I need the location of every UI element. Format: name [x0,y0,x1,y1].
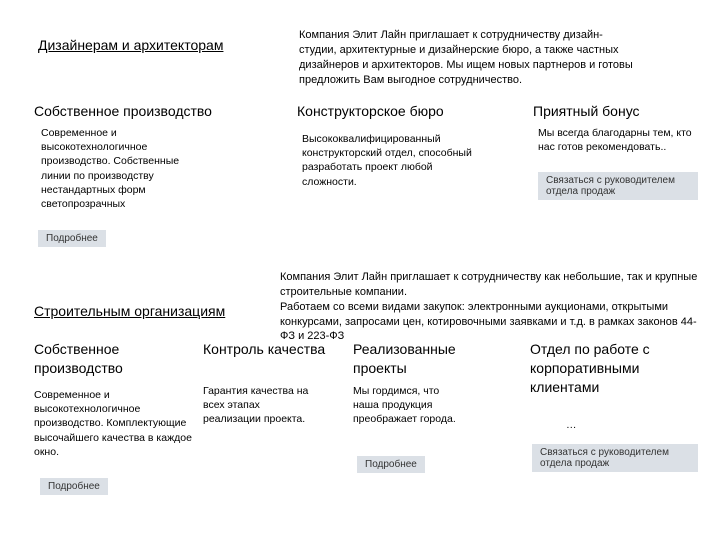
section1-title: Дизайнерам и архитекторам [38,36,278,55]
s2-col3-more-button[interactable]: Подробнее [357,456,425,473]
s1-col1-body: Современное и высокотехнологичное произв… [41,126,191,211]
s1-col3-title: Приятный бонус [533,102,693,121]
s1-col2-title: Конструкторское бюро [297,102,517,121]
s1-col3-contact-button[interactable]: Связаться с руководителем отдела продаж [538,172,698,200]
s1-col2-body: Высококвалифицированный конструкторский … [302,132,472,189]
s2-col1-more-button[interactable]: Подробнее [40,478,108,495]
s2-col2-title: Контроль качества [203,340,343,359]
section1-intro: Компания Элит Лайн приглашает к сотрудни… [299,28,639,87]
s2-col4-title: Отдел по работе с корпоративными клиента… [530,340,700,397]
s2-col3-body: Мы гордимся, что наша продукция преображ… [353,384,463,427]
s2-col2-body: Гарантия качества на всех этапах реализа… [203,384,313,427]
s2-col1-title: Собственное производство [34,340,194,378]
s2-col4-contact-button[interactable]: Связаться с руководителем отдела продаж [532,444,698,472]
section2-intro: Компания Элит Лайн приглашает к сотрудни… [280,270,700,344]
s1-col1-more-button[interactable]: Подробнее [38,230,106,247]
section2-title: Строительным организациям [34,302,294,321]
s2-col4-body: … [566,418,606,432]
s1-col3-body: Мы всегда благодарны тем, кто нас готов … [538,126,698,154]
s2-col3-title: Реализованные проекты [353,340,513,378]
s1-col1-title: Собственное производство [34,102,214,121]
s2-col1-body: Современное и высокотехнологичное произв… [34,388,194,459]
